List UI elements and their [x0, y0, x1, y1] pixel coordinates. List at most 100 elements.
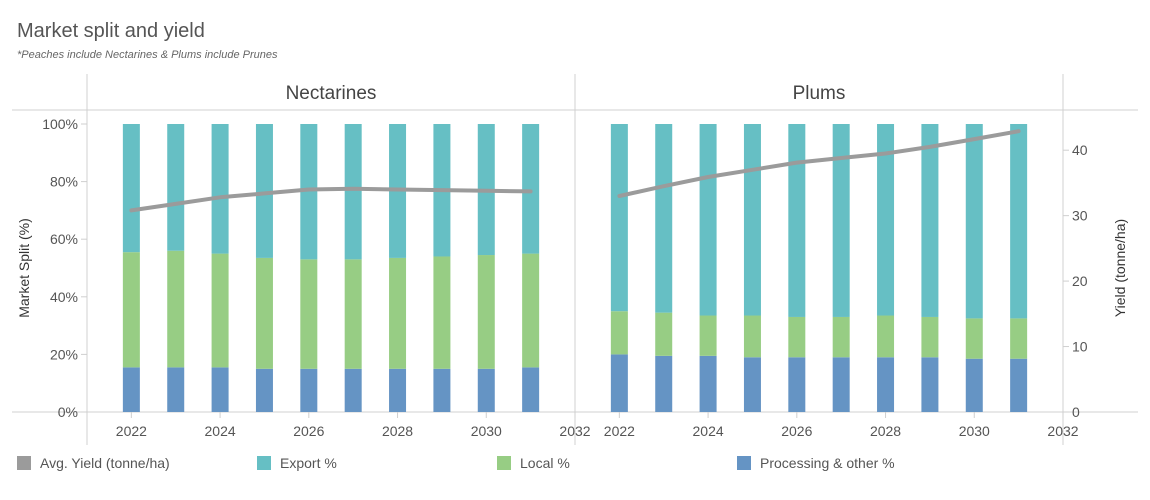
bar-nectarines-export — [122, 124, 140, 253]
x-axis-tick-label: 2026 — [293, 423, 324, 439]
x-axis-tick-label: 2022 — [116, 423, 147, 439]
bar-nectarines-local — [211, 253, 229, 368]
x-axis-tick-label: 2024 — [205, 423, 236, 439]
right-axis-tick-label: 30 — [1072, 208, 1088, 224]
x-axis-tick-label: 2028 — [870, 423, 901, 439]
bar-nectarines-processing — [255, 368, 273, 412]
bar-plums-processing — [832, 357, 850, 412]
bar-plums-export — [743, 124, 761, 316]
bar-plums-processing — [788, 357, 806, 412]
bar-plums-local — [965, 318, 983, 359]
bar-plums-processing — [699, 355, 717, 412]
panel-header-plums: Plums — [793, 83, 846, 104]
bar-plums-local — [877, 315, 895, 358]
bar-nectarines-local — [255, 257, 273, 369]
right-axis-tick-label: 40 — [1072, 142, 1088, 158]
bar-plums-processing — [743, 357, 761, 412]
legend-label-yield: Avg. Yield (tonne/ha) — [40, 455, 170, 471]
x-axis-tick-label: 2024 — [693, 423, 724, 439]
bar-nectarines-local — [522, 253, 540, 368]
bar-plums-local — [921, 316, 939, 358]
bar-nectarines-processing — [211, 367, 229, 412]
right-axis-tick-label: 0 — [1072, 404, 1080, 420]
bar-nectarines-processing — [522, 367, 540, 412]
legend-label-processing: Processing & other % — [760, 455, 895, 471]
bar-nectarines-export — [344, 124, 362, 260]
left-axis-tick-label: 100% — [42, 116, 78, 132]
bar-plums-processing — [655, 355, 673, 412]
bar-nectarines-processing — [477, 368, 495, 412]
chart-title: Market split and yield — [17, 20, 205, 42]
left-axis-tick-label: 60% — [50, 231, 78, 247]
bar-plums-local — [832, 316, 850, 358]
x-axis-tick-label: 2028 — [382, 423, 413, 439]
bar-nectarines-export — [167, 124, 185, 251]
bar-plums-export — [655, 124, 673, 313]
legend-item-local[interactable]: Local % — [497, 454, 570, 472]
legend-item-yield[interactable]: Avg. Yield (tonne/ha) — [17, 454, 170, 472]
bar-nectarines-local — [167, 250, 185, 368]
bar-plums-processing — [1010, 358, 1028, 412]
bar-nectarines-processing — [167, 367, 185, 412]
legend-label-local: Local % — [520, 455, 570, 471]
bar-nectarines-local — [477, 255, 495, 369]
bar-nectarines-export — [211, 124, 229, 254]
bar-nectarines-export — [522, 124, 540, 254]
bar-plums-processing — [921, 357, 939, 412]
bar-plums-export — [610, 124, 628, 312]
bar-plums-local — [655, 312, 673, 356]
x-axis-tick-label: 2030 — [471, 423, 502, 439]
legend-swatch-local — [497, 456, 511, 470]
bar-nectarines-local — [389, 257, 407, 369]
bar-nectarines-processing — [344, 368, 362, 412]
legend-swatch-yield — [17, 456, 31, 470]
bar-plums-local — [610, 311, 628, 355]
right-axis-tick-label: 20 — [1072, 273, 1088, 289]
left-axis-tick-label: 40% — [50, 289, 78, 305]
bar-plums-export — [921, 124, 939, 317]
left-axis-tick-label: 80% — [50, 174, 78, 190]
chart-subtitle: *Peaches include Nectarines & Plums incl… — [17, 49, 278, 61]
bar-plums-local — [743, 315, 761, 358]
bar-nectarines-processing — [300, 368, 318, 412]
bar-nectarines-export — [255, 124, 273, 258]
x-axis-tick-label: 2032 — [1047, 423, 1078, 439]
bar-nectarines-processing — [433, 368, 451, 412]
bar-plums-processing — [965, 358, 983, 412]
yield-line-plums — [617, 129, 1021, 198]
bar-plums-processing — [877, 357, 895, 412]
bar-nectarines-local — [300, 259, 318, 369]
left-axis-tick-label: 20% — [50, 346, 78, 362]
x-axis-tick-label: 2032 — [559, 423, 590, 439]
bar-nectarines-processing — [389, 368, 407, 412]
bar-nectarines-local — [344, 259, 362, 369]
bar-plums-export — [699, 124, 717, 316]
yield-line-nectarines — [129, 186, 533, 213]
right-axis-tick-label: 10 — [1072, 339, 1088, 355]
legend-item-export[interactable]: Export % — [257, 454, 337, 472]
x-axis-tick-label: 2022 — [604, 423, 635, 439]
bar-nectarines-export — [300, 124, 318, 260]
bar-plums-export — [877, 124, 895, 316]
panel-header-nectarines: Nectarines — [286, 83, 377, 104]
legend-label-export: Export % — [280, 455, 337, 471]
bar-plums-local — [1010, 318, 1028, 359]
legend-item-processing[interactable]: Processing & other % — [737, 454, 895, 472]
bar-plums-export — [1010, 124, 1028, 319]
left-axis-title: Market Split (%) — [16, 218, 32, 318]
bar-plums-export — [832, 124, 850, 317]
bar-nectarines-local — [433, 256, 451, 369]
x-axis-tick-label: 2026 — [781, 423, 812, 439]
bar-plums-export — [965, 124, 983, 319]
bar-plums-local — [699, 315, 717, 356]
left-axis-tick-label: 0% — [58, 404, 78, 420]
bar-nectarines-processing — [122, 367, 140, 412]
right-axis-title: Yield (tonne/ha) — [1112, 219, 1128, 317]
bar-nectarines-local — [122, 252, 140, 368]
bar-plums-export — [788, 124, 806, 317]
x-axis-tick-label: 2030 — [959, 423, 990, 439]
legend-swatch-export — [257, 456, 271, 470]
legend-swatch-processing — [737, 456, 751, 470]
bar-plums-processing — [610, 354, 628, 412]
